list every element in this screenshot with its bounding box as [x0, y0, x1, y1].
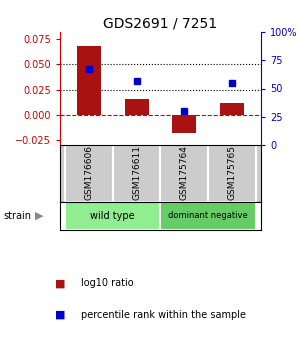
Text: dominant negative: dominant negative: [169, 211, 248, 221]
Bar: [172, 115, 197, 133]
Bar: [208, 145, 256, 202]
Text: ■: ■: [55, 278, 65, 288]
Text: GSM175764: GSM175764: [180, 145, 189, 200]
Text: percentile rank within the sample: percentile rank within the sample: [81, 310, 246, 320]
Text: GSM176606: GSM176606: [84, 145, 93, 200]
Text: GSM175765: GSM175765: [228, 145, 237, 200]
Text: ■: ■: [55, 310, 65, 320]
Text: log10 ratio: log10 ratio: [81, 278, 134, 288]
Bar: [65, 202, 160, 230]
Bar: [160, 145, 208, 202]
Bar: [124, 99, 148, 115]
Text: GSM176611: GSM176611: [132, 145, 141, 200]
Text: ▶: ▶: [34, 211, 43, 221]
Bar: [77, 46, 101, 115]
Bar: [220, 103, 244, 115]
Bar: [65, 145, 112, 202]
Bar: [160, 202, 256, 230]
Bar: [112, 145, 160, 202]
Title: GDS2691 / 7251: GDS2691 / 7251: [103, 17, 218, 31]
Text: wild type: wild type: [90, 211, 135, 221]
Text: strain: strain: [3, 211, 31, 221]
